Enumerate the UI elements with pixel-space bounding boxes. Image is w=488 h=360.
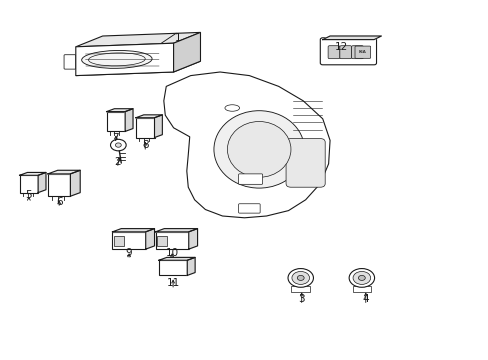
Polygon shape: [76, 32, 200, 47]
Polygon shape: [155, 229, 197, 232]
Polygon shape: [188, 229, 197, 249]
FancyBboxPatch shape: [136, 118, 154, 138]
Polygon shape: [106, 109, 133, 112]
Ellipse shape: [287, 269, 313, 287]
FancyBboxPatch shape: [238, 204, 260, 213]
Text: 11: 11: [166, 278, 180, 288]
Polygon shape: [125, 109, 133, 131]
Polygon shape: [145, 229, 154, 249]
Text: 8: 8: [142, 140, 148, 150]
FancyBboxPatch shape: [20, 175, 38, 193]
Text: 5: 5: [25, 190, 32, 200]
Polygon shape: [322, 36, 381, 40]
FancyBboxPatch shape: [351, 46, 363, 59]
Polygon shape: [76, 61, 200, 76]
FancyBboxPatch shape: [64, 55, 76, 69]
FancyBboxPatch shape: [48, 174, 70, 196]
FancyBboxPatch shape: [320, 38, 376, 65]
Text: 4: 4: [362, 294, 368, 304]
Polygon shape: [112, 229, 154, 232]
Bar: [114, 236, 124, 246]
Polygon shape: [48, 170, 80, 174]
Text: 1: 1: [175, 33, 182, 43]
Ellipse shape: [214, 111, 304, 188]
Text: 9: 9: [125, 248, 132, 258]
Text: 2: 2: [114, 157, 121, 167]
Ellipse shape: [297, 275, 304, 280]
Ellipse shape: [291, 271, 309, 284]
Polygon shape: [70, 170, 80, 196]
FancyBboxPatch shape: [173, 53, 184, 67]
Polygon shape: [154, 115, 162, 138]
FancyBboxPatch shape: [354, 46, 370, 58]
FancyBboxPatch shape: [106, 112, 125, 131]
Bar: [155, 232, 188, 249]
Polygon shape: [76, 43, 173, 76]
Bar: [291, 286, 309, 292]
Circle shape: [110, 139, 126, 151]
Text: 3: 3: [298, 294, 305, 304]
Polygon shape: [173, 32, 200, 72]
FancyBboxPatch shape: [339, 46, 351, 59]
Ellipse shape: [358, 275, 365, 280]
Bar: [112, 232, 145, 249]
Text: 12: 12: [334, 42, 347, 52]
Text: 10: 10: [165, 248, 178, 258]
Text: KIA: KIA: [358, 50, 366, 54]
Circle shape: [115, 143, 121, 147]
Ellipse shape: [227, 122, 290, 177]
Ellipse shape: [348, 269, 374, 287]
FancyBboxPatch shape: [238, 174, 262, 184]
Bar: [157, 236, 167, 246]
Polygon shape: [136, 115, 162, 118]
Bar: [352, 286, 370, 292]
FancyBboxPatch shape: [285, 139, 325, 187]
Ellipse shape: [81, 50, 152, 68]
Ellipse shape: [352, 271, 370, 284]
Polygon shape: [187, 257, 195, 275]
Polygon shape: [163, 72, 329, 218]
Ellipse shape: [224, 105, 239, 111]
Text: 6: 6: [56, 197, 62, 207]
Polygon shape: [20, 172, 46, 175]
FancyBboxPatch shape: [327, 46, 339, 59]
Polygon shape: [38, 172, 46, 193]
Text: 7: 7: [112, 133, 119, 143]
Polygon shape: [159, 257, 195, 260]
Bar: [159, 260, 187, 275]
